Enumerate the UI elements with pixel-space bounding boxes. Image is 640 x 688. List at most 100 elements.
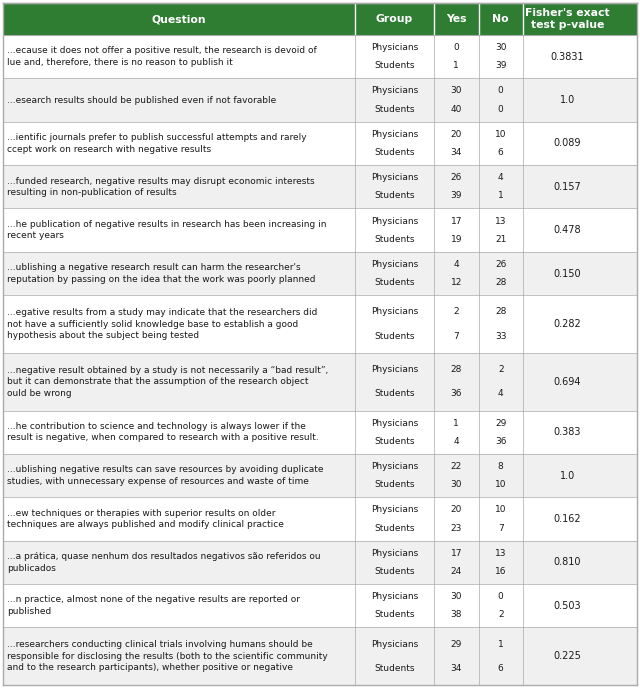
Bar: [3, 411, 637, 454]
Text: 36: 36: [451, 389, 462, 398]
Text: Physicians: Physicians: [371, 505, 418, 515]
Text: 17: 17: [451, 549, 462, 558]
Text: 30: 30: [451, 480, 462, 489]
Text: 29: 29: [495, 418, 506, 427]
Text: ...he contribution to science and technology is always lower if the
result is ne: ...he contribution to science and techno…: [7, 422, 319, 442]
Text: 0: 0: [498, 105, 504, 114]
Text: 0.383: 0.383: [554, 427, 581, 437]
Bar: [3, 165, 637, 208]
Text: 10: 10: [495, 505, 506, 515]
Bar: [3, 208, 637, 252]
Text: Students: Students: [374, 480, 415, 489]
Text: Physicians: Physicians: [371, 260, 418, 269]
Text: Question: Question: [152, 14, 206, 24]
Bar: [3, 122, 637, 165]
Text: 33: 33: [495, 332, 506, 341]
Text: 28: 28: [451, 365, 462, 374]
Text: 7: 7: [498, 524, 504, 533]
Text: ...a prática, quase nenhum dos resultados negativos são referidos ou
publicados: ...a prática, quase nenhum dos resultado…: [7, 552, 321, 572]
Text: 34: 34: [451, 664, 462, 673]
Text: Students: Students: [374, 278, 415, 287]
Text: ...ecause it does not offer a positive result, the research is devoid of
lue and: ...ecause it does not offer a positive r…: [7, 47, 317, 67]
Text: 29: 29: [451, 640, 462, 649]
Text: ...ublishing negative results can save resources by avoiding duplicate
studies, : ...ublishing negative results can save r…: [7, 465, 323, 486]
Text: 17: 17: [451, 217, 462, 226]
Text: 0: 0: [498, 592, 504, 601]
Text: ...esearch results should be published even if not favorable: ...esearch results should be published e…: [7, 96, 276, 105]
Bar: [3, 627, 637, 685]
Text: 2: 2: [498, 365, 504, 374]
Bar: [3, 353, 637, 411]
Text: 0: 0: [498, 87, 504, 96]
Text: Students: Students: [374, 332, 415, 341]
Text: 0.282: 0.282: [554, 319, 581, 329]
Text: ...negative result obtained by a study is not necessarily a “bad result”,
but it: ...negative result obtained by a study i…: [7, 366, 328, 398]
Text: 38: 38: [451, 610, 462, 619]
Text: 23: 23: [451, 524, 462, 533]
Text: 10: 10: [495, 480, 506, 489]
Text: Yes: Yes: [446, 14, 467, 24]
Bar: [3, 35, 637, 78]
Text: 26: 26: [451, 173, 462, 182]
Text: Physicians: Physicians: [371, 549, 418, 558]
Text: Students: Students: [374, 389, 415, 398]
Text: 13: 13: [495, 217, 506, 226]
Bar: [3, 497, 637, 541]
Text: ...ublishing a negative research result can harm the researcher's
reputation by : ...ublishing a negative research result …: [7, 264, 316, 283]
Text: 4: 4: [498, 389, 504, 398]
Text: 12: 12: [451, 278, 462, 287]
Text: 30: 30: [495, 43, 506, 52]
Text: Physicians: Physicians: [371, 462, 418, 471]
Text: 26: 26: [495, 260, 506, 269]
Text: 0.810: 0.810: [554, 557, 581, 568]
Text: Physicians: Physicians: [371, 217, 418, 226]
Text: 30: 30: [451, 87, 462, 96]
Text: 0.225: 0.225: [554, 651, 581, 661]
Text: ...he publication of negative results in research has been increasing in
recent : ...he publication of negative results in…: [7, 220, 326, 240]
Text: Physicians: Physicians: [371, 173, 418, 182]
Text: 1: 1: [453, 61, 459, 70]
Bar: [3, 3, 637, 35]
Text: 4: 4: [454, 260, 459, 269]
Text: Physicians: Physicians: [371, 418, 418, 427]
Text: 10: 10: [495, 130, 506, 139]
Text: Students: Students: [374, 664, 415, 673]
Text: 20: 20: [451, 130, 462, 139]
Text: ...researchers conducting clinical trials involving humans should be
responsible: ...researchers conducting clinical trial…: [7, 641, 328, 672]
Text: Physicians: Physicians: [371, 640, 418, 649]
Text: 6: 6: [498, 664, 504, 673]
Text: 16: 16: [495, 567, 506, 576]
Text: Physicians: Physicians: [371, 308, 418, 316]
Text: 1: 1: [498, 191, 504, 200]
Bar: [3, 584, 637, 627]
Text: 0.478: 0.478: [554, 225, 581, 235]
Text: Students: Students: [374, 61, 415, 70]
Text: Students: Students: [374, 235, 415, 244]
Bar: [3, 454, 637, 497]
Text: ...ientific journals prefer to publish successful attempts and rarely
ccept work: ...ientific journals prefer to publish s…: [7, 133, 307, 153]
Text: 0.3831: 0.3831: [550, 52, 584, 62]
Text: Students: Students: [374, 437, 415, 446]
Text: 21: 21: [495, 235, 506, 244]
Bar: [3, 78, 637, 122]
Text: 20: 20: [451, 505, 462, 515]
Text: 19: 19: [451, 235, 462, 244]
Text: Students: Students: [374, 105, 415, 114]
Text: 1: 1: [498, 640, 504, 649]
Text: 1.0: 1.0: [559, 95, 575, 105]
Text: Physicians: Physicians: [371, 43, 418, 52]
Text: 28: 28: [495, 308, 506, 316]
Text: 6: 6: [498, 148, 504, 157]
Text: No: No: [492, 14, 509, 24]
Text: ...egative results from a study may indicate that the researchers did
not have a: ...egative results from a study may indi…: [7, 308, 317, 340]
Text: Physicians: Physicians: [371, 592, 418, 601]
Text: 0.150: 0.150: [554, 268, 581, 279]
Text: 0.157: 0.157: [554, 182, 581, 192]
Text: 1.0: 1.0: [559, 471, 575, 480]
Text: 13: 13: [495, 549, 506, 558]
Text: Fisher's exact
test p-value: Fisher's exact test p-value: [525, 8, 609, 30]
Bar: [3, 541, 637, 584]
Text: Students: Students: [374, 567, 415, 576]
Text: ...funded research, negative results may disrupt economic interests
resulting in: ...funded research, negative results may…: [7, 177, 315, 197]
Bar: [3, 252, 637, 295]
